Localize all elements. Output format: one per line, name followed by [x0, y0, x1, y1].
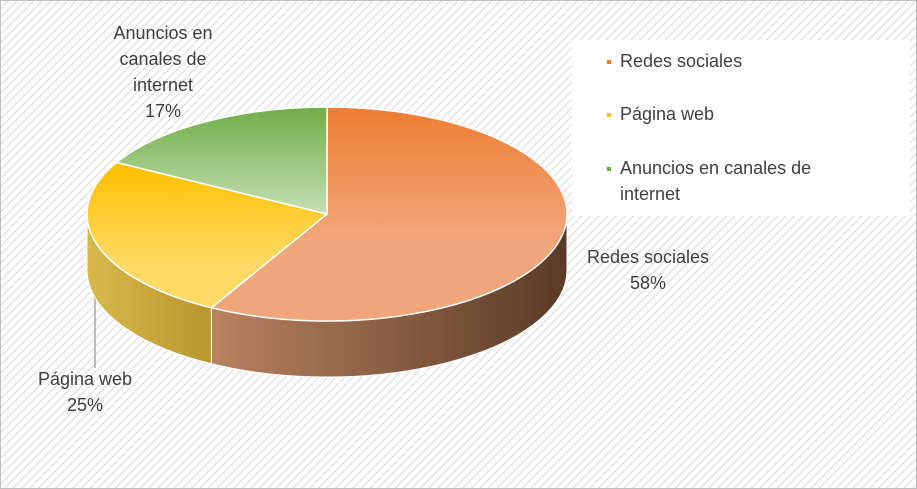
- label-text: Redes sociales: [620, 51, 743, 71]
- label-text: 58%: [629, 273, 667, 293]
- legend-marker: [607, 113, 611, 117]
- label-box: Página web 25%: [37, 369, 133, 415]
- label-text: 25%: [66, 395, 104, 415]
- label-text: Anuncios en canales de internet: [113, 23, 213, 95]
- label-text: 17%: [144, 101, 182, 121]
- pie: [86, 106, 568, 378]
- slice: [209, 106, 568, 322]
- label-text: Redes sociales: [586, 247, 710, 267]
- label-box: Anuncios en canales de internet: [620, 158, 812, 204]
- label-text: Página web: [620, 104, 715, 124]
- label-text: Anuncios en canales de internet: [620, 158, 812, 204]
- label-box: Página web: [620, 104, 715, 124]
- slice: [115, 106, 328, 215]
- label-text: Página web: [37, 369, 133, 389]
- label-box: Redes sociales 58%: [586, 247, 710, 293]
- legend-marker: [607, 167, 611, 171]
- label-box: Redes sociales: [620, 51, 743, 71]
- legend-box: [572, 40, 910, 216]
- slice: [86, 161, 329, 309]
- label-box: Anuncios en canales de internet 17%: [113, 23, 213, 121]
- legend-marker: [607, 60, 611, 64]
